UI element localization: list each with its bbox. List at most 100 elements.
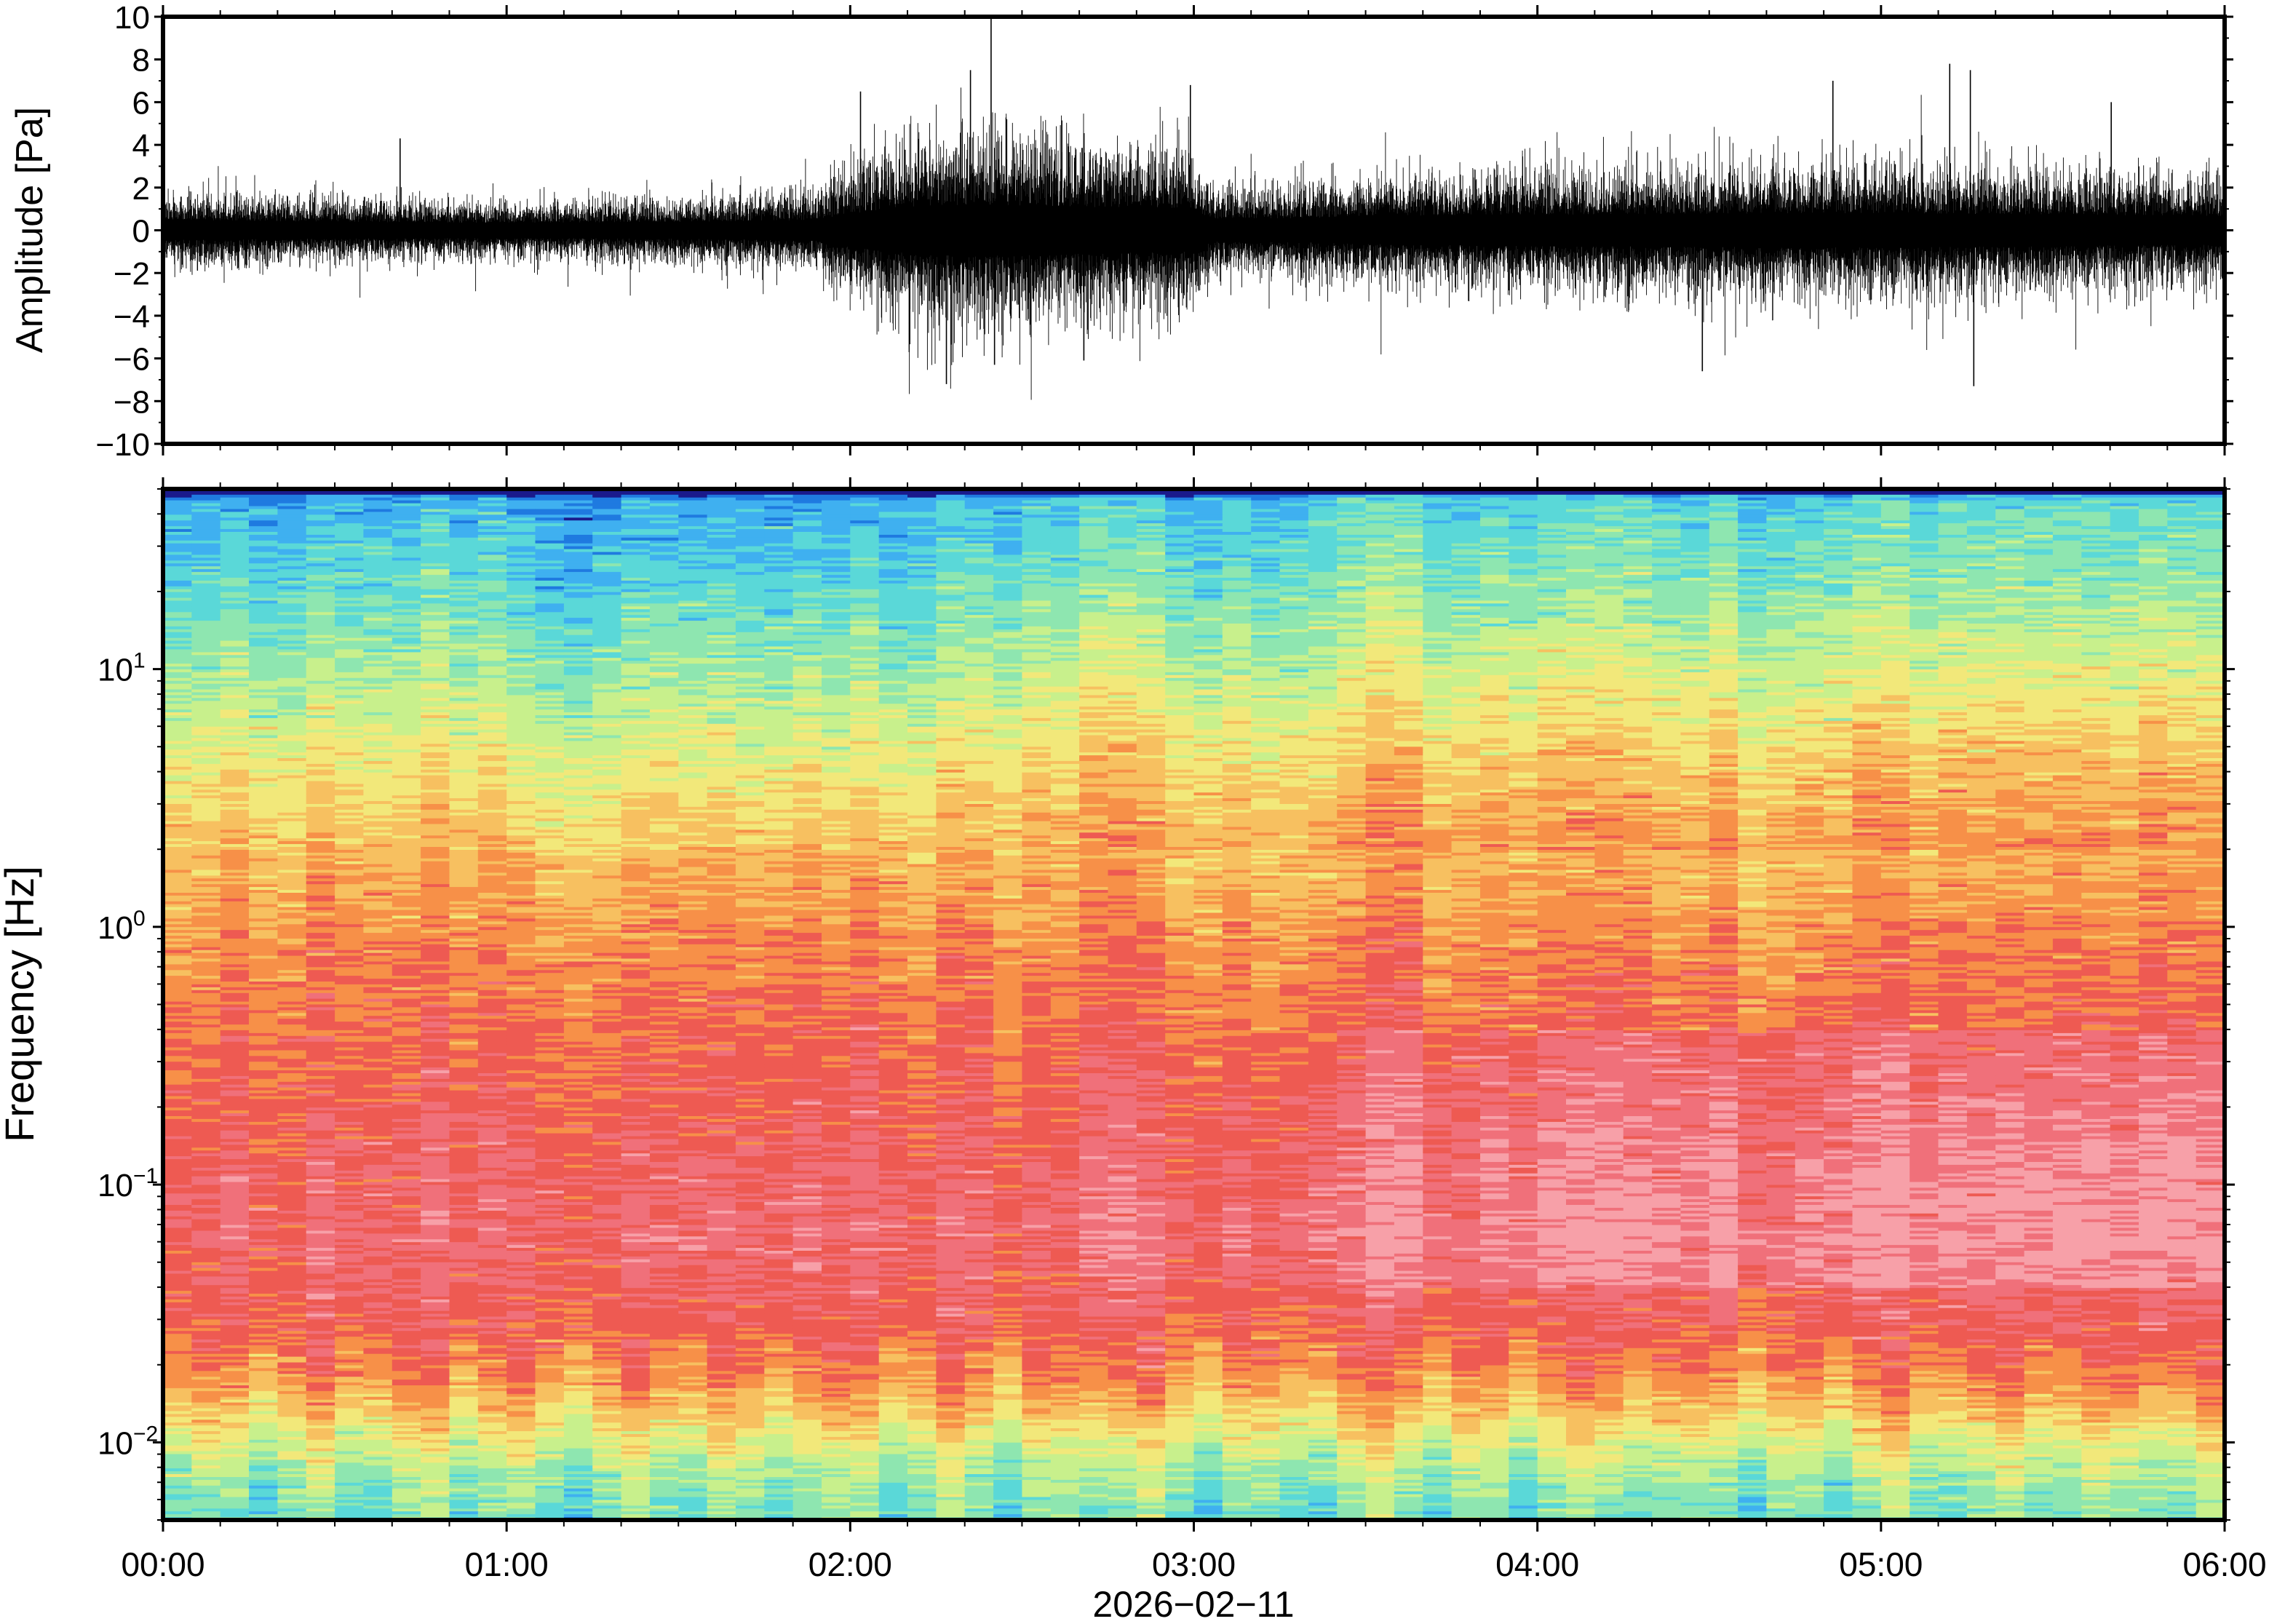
spectrogram-cell xyxy=(1652,549,1681,553)
spectrogram-cell xyxy=(163,640,192,645)
spectrogram-cell xyxy=(1079,629,1108,633)
spectrogram-cell xyxy=(2081,594,2111,599)
spectrogram-cell xyxy=(1022,669,1052,673)
spectrogram-cell xyxy=(392,500,421,504)
spectrogram-cell xyxy=(878,583,908,587)
spectrogram-cell xyxy=(878,649,908,653)
spectrogram-cell xyxy=(907,618,937,621)
spectrogram-cell xyxy=(878,637,908,642)
spectrogram-cell xyxy=(1193,597,1223,602)
spectrogram-cell xyxy=(2081,672,2111,676)
spectrogram-cell xyxy=(907,664,937,667)
spectrogram-cell xyxy=(735,643,765,648)
spectrogram-cell xyxy=(220,549,250,553)
spectrogram-cell xyxy=(535,540,565,544)
spectrogram-cell xyxy=(707,618,736,621)
spectrogram-cell xyxy=(592,512,622,515)
spectrogram-cell xyxy=(1824,503,1853,507)
spectrogram-cell xyxy=(1108,658,1137,661)
spectrogram-cell xyxy=(1423,677,1453,682)
spectrogram-cell xyxy=(1193,529,1223,533)
spectrogram-cell xyxy=(678,520,708,524)
spectrogram-cell xyxy=(449,634,479,639)
spectrogram-cell xyxy=(649,520,679,524)
spectrogram-cell xyxy=(1279,506,1309,510)
spectrogram-cell xyxy=(1738,532,1767,536)
spectrogram-cell xyxy=(277,578,307,581)
spectrogram-cell xyxy=(1824,594,1853,599)
spectrogram-cell xyxy=(477,500,507,504)
spectrogram-cell xyxy=(2139,612,2168,616)
spectrogram-cell xyxy=(1079,500,1108,504)
spectrogram-cell xyxy=(1136,677,1166,682)
spectrogram-cell xyxy=(792,523,822,527)
spectrogram-cell xyxy=(1995,514,2025,518)
spectrogram-cell xyxy=(2052,634,2082,639)
spectrogram-cell xyxy=(1079,621,1108,624)
spectrogram-cell xyxy=(1165,674,1195,679)
spectrogram-cell xyxy=(1308,600,1338,604)
spectrogram-cell xyxy=(1308,491,1338,495)
spectrogram-cell xyxy=(1795,612,1824,616)
spectrogram-cell xyxy=(1423,546,1453,550)
spectrogram-cell xyxy=(1222,532,1252,536)
spectrogram-cell xyxy=(277,634,307,639)
spectrogram-cell xyxy=(1766,517,1796,521)
spectrogram-cell xyxy=(477,537,507,541)
spectrogram-cell xyxy=(1509,629,1538,633)
spectrogram-cell xyxy=(363,652,393,656)
spectrogram-cell xyxy=(1394,655,1423,658)
spectrogram-cell xyxy=(1709,592,1738,596)
spectrogram-cell xyxy=(191,643,221,648)
spectrogram-cell xyxy=(2167,666,2197,670)
spectrogram-cell xyxy=(1738,629,1767,633)
spectrogram-cell xyxy=(1709,491,1738,495)
spectrogram-cell xyxy=(1451,624,1481,627)
spectrogram-cell xyxy=(907,621,937,624)
spectrogram-cell xyxy=(1193,655,1223,658)
spectrogram-cell xyxy=(1509,537,1538,541)
spectrogram-cell xyxy=(936,575,966,578)
spectrogram-cell xyxy=(306,494,335,498)
spectrogram-cell xyxy=(2110,632,2139,636)
spectrogram-cell xyxy=(1193,526,1223,530)
spectrogram-cell xyxy=(220,581,250,584)
spectrogram-cell xyxy=(421,523,450,527)
spectrogram-cell xyxy=(878,494,908,498)
spectrogram-cell xyxy=(249,563,278,567)
spectrogram-cell xyxy=(1709,554,1738,558)
spectrogram-cell xyxy=(1050,658,1080,661)
spectrogram-cell xyxy=(1480,672,1509,676)
spectrogram-cell xyxy=(1337,592,1367,596)
spectrogram-cell xyxy=(1910,529,1939,533)
spectrogram-cell xyxy=(678,615,708,618)
spectrogram-cell xyxy=(306,514,335,518)
spectrogram-cell xyxy=(2167,612,2197,616)
spectrogram-cell xyxy=(449,581,479,584)
spectrogram-cell xyxy=(1509,497,1538,501)
spectrogram-cell xyxy=(1509,526,1538,530)
spectrogram-cell xyxy=(392,609,421,613)
spectrogram-cell xyxy=(1910,517,1939,521)
spectrogram-cell xyxy=(1938,646,1968,650)
spectrogram-cell xyxy=(163,664,192,667)
spectrogram-cell xyxy=(1394,537,1423,541)
spectrogram-cell xyxy=(1995,632,2025,636)
spectrogram-cell xyxy=(1795,624,1824,627)
spectrogram-cell xyxy=(1652,666,1681,670)
spectrogram-cell xyxy=(1766,666,1796,670)
spectrogram-cell xyxy=(649,612,679,616)
spectrogram-cell xyxy=(249,600,278,604)
spectrogram-cell xyxy=(592,517,622,521)
spectrogram-cell xyxy=(1193,640,1223,645)
spectrogram-cell xyxy=(1022,532,1052,536)
spectrogram-cell xyxy=(1108,669,1137,673)
spectrogram-cell xyxy=(563,649,593,653)
spectrogram-cell xyxy=(1108,529,1137,533)
spectrogram-cell xyxy=(449,586,479,590)
spectrogram-cell xyxy=(477,506,507,510)
spectrogram-cell xyxy=(792,646,822,650)
spectrogram-cell xyxy=(1966,603,1996,607)
spectrogram-cell xyxy=(392,664,421,667)
spectrogram-cell xyxy=(993,672,1022,676)
